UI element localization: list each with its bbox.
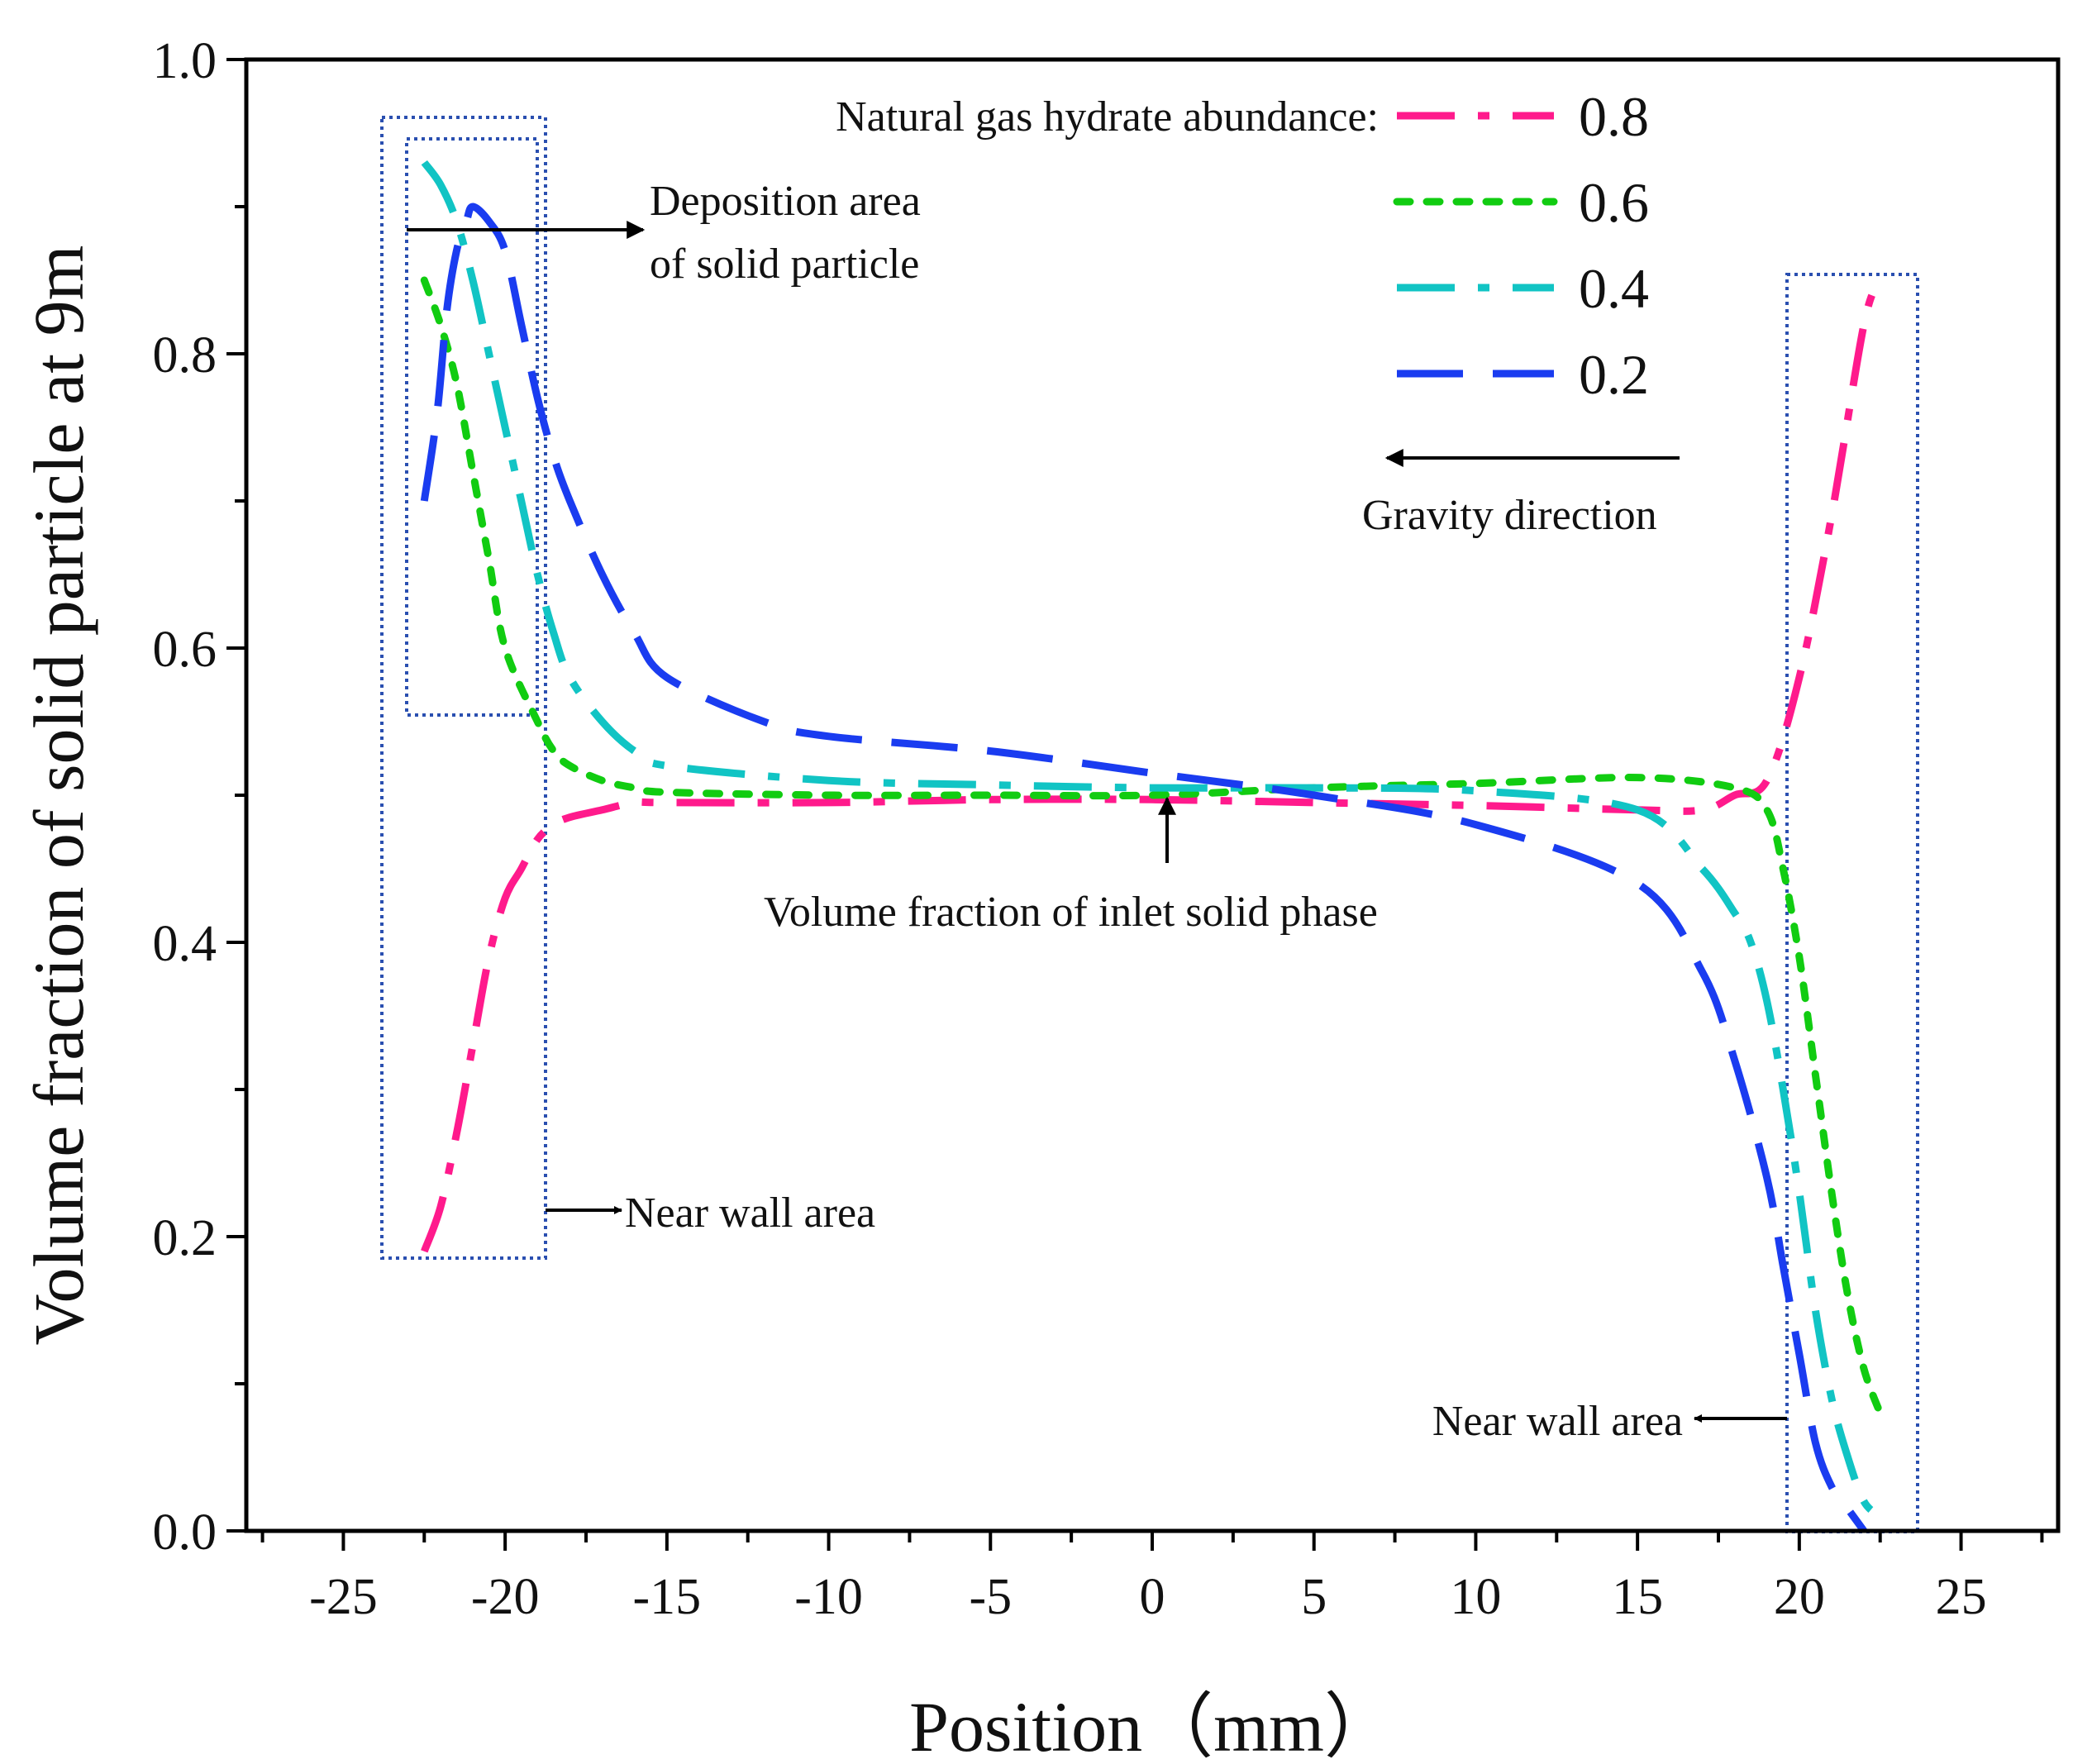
x-tick-label: -25 bbox=[309, 1569, 378, 1625]
series-line-0-4 bbox=[421, 160, 1883, 1519]
y-axis: 0.0 0.2 0.4 0.6 0.8 1.0 bbox=[153, 33, 246, 1561]
x-tick-label: -20 bbox=[471, 1569, 540, 1625]
x-tick-label: 0 bbox=[1140, 1569, 1165, 1625]
deposition-area-box-outer bbox=[380, 116, 547, 1260]
legend-label-0-4: 0.4 bbox=[1579, 257, 1649, 320]
x-axis: -25 -20 -15 -10 -5 0 5 10 15 20 25 bbox=[260, 1531, 2044, 1625]
annotations: Deposition area of solid particle Gravit… bbox=[407, 178, 1787, 1445]
y-tick-label: 1.0 bbox=[153, 33, 217, 89]
inlet-label: Volume fraction of inlet solid phase bbox=[764, 889, 1378, 936]
legend-label-0-2: 0.2 bbox=[1579, 343, 1649, 406]
series-line-0-8 bbox=[421, 279, 1884, 1253]
x-tick-label: 25 bbox=[1936, 1569, 1987, 1625]
series-group bbox=[420, 160, 1885, 1533]
x-tick-label: 5 bbox=[1301, 1569, 1327, 1625]
y-tick-label: 0.0 bbox=[153, 1504, 217, 1561]
x-tick-label: -10 bbox=[794, 1569, 863, 1625]
legend-label-0-6: 0.6 bbox=[1579, 171, 1649, 234]
deposition-label-line2: of solid particle bbox=[650, 241, 919, 288]
y-tick-label: 0.6 bbox=[153, 622, 217, 678]
y-tick-label: 0.8 bbox=[153, 327, 217, 384]
y-tick-label: 0.2 bbox=[153, 1210, 217, 1266]
deposition-area-box-inner bbox=[405, 137, 539, 717]
legend: Natural gas hydrate abundance: 0.8 0.6 0.4… bbox=[836, 85, 1649, 406]
series-line-0-2 bbox=[420, 203, 1867, 1533]
y-axis-title: Volume fraction of solid particle at 9m bbox=[19, 245, 98, 1345]
x-tick-label: 15 bbox=[1612, 1569, 1663, 1625]
legend-title: Natural gas hydrate abundance: bbox=[836, 93, 1379, 141]
x-tick-label: 20 bbox=[1774, 1569, 1825, 1625]
near-wall-box-right bbox=[1785, 273, 1919, 1533]
x-tick-label: 10 bbox=[1450, 1569, 1501, 1625]
x-tick-label: -15 bbox=[633, 1569, 702, 1625]
gravity-label: Gravity direction bbox=[1362, 492, 1657, 539]
x-axis-title: Position（mm） bbox=[909, 1687, 1395, 1764]
series-line-0-6 bbox=[420, 276, 1885, 1418]
x-tick-label: -5 bbox=[969, 1569, 1012, 1625]
deposition-label-line1: Deposition area bbox=[650, 178, 921, 225]
near-wall-left-label: Near wall area bbox=[625, 1190, 875, 1237]
near-wall-right-label: Near wall area bbox=[1432, 1398, 1683, 1445]
legend-label-0-8: 0.8 bbox=[1579, 85, 1649, 148]
y-tick-label: 0.4 bbox=[153, 916, 217, 972]
